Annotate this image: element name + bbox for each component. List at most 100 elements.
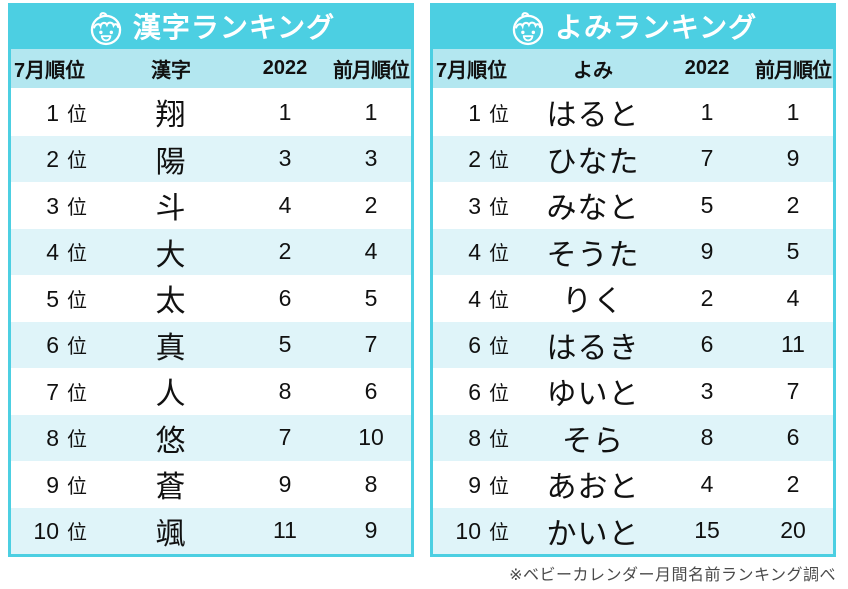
year-2022-value: 5: [278, 331, 292, 358]
table-row: 3 位みなと 5 2: [433, 182, 833, 229]
rank-suffix: 位: [67, 429, 87, 452]
prev-month-value: 4: [364, 238, 378, 265]
table-row: 4 位そうた 9 5: [433, 228, 833, 275]
prev-month-value: 9: [364, 517, 378, 544]
rank-cell: 10 位: [433, 516, 525, 545]
rank-number: 10: [455, 518, 481, 545]
column-header-2022: 2022: [262, 57, 308, 79]
year-2022-value: 4: [278, 191, 292, 218]
prev-month-value: 4: [786, 284, 800, 311]
name-cell: 真: [155, 331, 187, 365]
table-row: 4 位りく 2 4: [433, 275, 833, 322]
name-cell: ゆいと: [546, 378, 640, 412]
yomi-column-header-row: 7月順位 よみ 2022 前月順位: [433, 49, 833, 89]
rank-suffix: 位: [67, 196, 87, 219]
name-cell: かいと: [546, 517, 640, 551]
rank-number: 2: [468, 146, 481, 173]
rank-number: 10: [33, 518, 59, 545]
name-cell: そうた: [546, 238, 640, 272]
prev-month-value: 2: [364, 191, 378, 218]
year-2022-value: 4: [700, 470, 714, 497]
rank-suffix: 位: [489, 382, 509, 405]
year-2022-value: 9: [278, 470, 292, 497]
rank-suffix: 位: [489, 196, 509, 219]
year-2022-value: 8: [700, 424, 714, 451]
table-row: 10 位 颯 11 9: [11, 507, 411, 554]
name-cell: 翔: [155, 99, 187, 133]
rank-number: 1: [46, 99, 59, 126]
year-2022-value: 11: [273, 517, 297, 544]
year-2022-value: 6: [700, 331, 714, 358]
rank-number: 8: [468, 425, 481, 452]
prev-month-value: 6: [364, 377, 378, 404]
rank-suffix: 位: [67, 522, 87, 545]
year-2022-value: 8: [278, 377, 292, 404]
rank-suffix: 位: [67, 475, 87, 498]
column-header-rank: 7月順位: [436, 60, 508, 82]
year-2022-value: 2: [278, 238, 292, 265]
name-cell: りく: [562, 285, 624, 319]
prev-month-value: 2: [786, 470, 800, 497]
rank-suffix: 位: [489, 150, 509, 173]
year-2022-value: 5: [700, 191, 714, 218]
prev-month-value: 6: [786, 424, 800, 451]
rank-number: 7: [46, 378, 59, 405]
table-row: 2 位ひなた 7 9: [433, 135, 833, 182]
column-header-prev-month: 前月順位: [755, 60, 832, 82]
baby-face-icon: [509, 9, 547, 47]
prev-month-value: 20: [780, 517, 806, 544]
rank-suffix: 位: [67, 382, 87, 405]
rank-suffix: 位: [489, 429, 509, 452]
rank-number: 5: [46, 285, 59, 312]
name-cell: あおと: [546, 471, 640, 505]
column-header-2022: 2022: [684, 57, 730, 79]
prev-month-value: 7: [364, 331, 378, 358]
rank-number: 9: [468, 471, 481, 498]
table-row: 10 位 かいと 15 20: [433, 507, 833, 554]
column-header-rank: 7月順位: [14, 60, 86, 82]
name-cell: みなと: [546, 192, 640, 226]
rank-number: 1: [468, 99, 481, 126]
rank-number: 6: [46, 332, 59, 359]
rank-cell: 10 位: [11, 516, 103, 545]
rank-number: 3: [46, 192, 59, 219]
prev-month-value: 7: [786, 377, 800, 404]
year-2022-value: 15: [694, 517, 720, 544]
name-cell: 蒼: [155, 471, 187, 505]
year-2022-value: 3: [278, 145, 292, 172]
rank-number: 6: [468, 332, 481, 359]
rank-suffix: 位: [67, 243, 87, 266]
year-2022-value: 1: [278, 98, 292, 125]
name-cell: 大: [155, 238, 187, 272]
yomi-table-rows: 1 位はると 1 1 2 位ひなた 7 9 3 位みなと 5 2 4 位そうた 9 5 4 位りく 2 4 6 位はるき 6…: [433, 89, 833, 554]
baby-face-icon: [87, 9, 125, 47]
prev-month-value: 5: [786, 238, 800, 265]
yomi-ranking-table: よみランキング 7月順位 よみ 2022 前月順位 1 位はると 1 1 2 位ひなた 7 9…: [430, 3, 836, 557]
rank-suffix: 位: [489, 336, 509, 359]
year-2022-value: 9: [700, 238, 714, 265]
prev-month-value: 9: [786, 145, 800, 172]
rank-number: 8: [46, 425, 59, 452]
rank-number: 4: [46, 239, 59, 266]
kanji-column-header-row: 7月順位 漢字 2022 前月順位: [11, 49, 411, 89]
source-note: ※ベビーカレンダー月間名前ランキング調べ: [509, 567, 836, 584]
rank-number: 2: [46, 146, 59, 173]
name-cell: 太: [155, 285, 187, 319]
